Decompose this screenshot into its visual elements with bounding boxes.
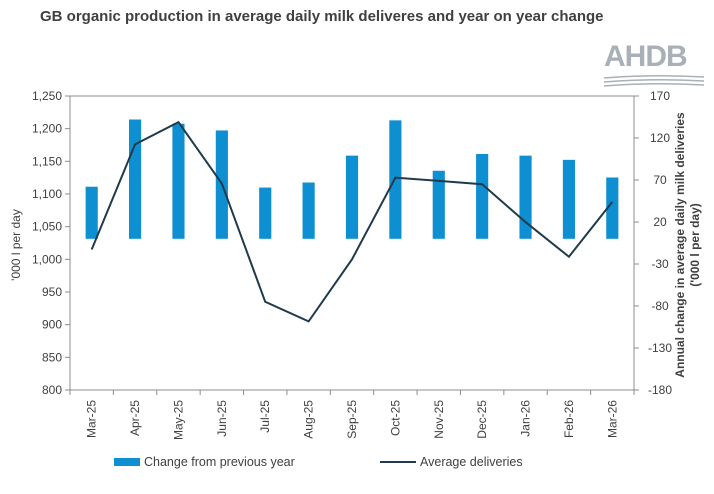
x-tick-label: Jun-25 (215, 400, 229, 437)
right-tick-label: -80 (651, 299, 669, 313)
left-tick-label: 900 (42, 318, 62, 332)
legend-label-line: Average deliveries (420, 455, 523, 469)
right-tick-label: -130 (648, 341, 672, 355)
bar-Sep-25 (345, 155, 359, 239)
plot-frame (69, 95, 635, 395)
x-tick-label: Dec-25 (475, 400, 489, 439)
left-tick-label: 800 (42, 383, 62, 397)
bar-May-25 (172, 123, 185, 239)
bar-Nov-25 (432, 170, 445, 239)
left-tick-label: 1,050 (32, 220, 62, 234)
bar-Dec-25 (476, 153, 489, 239)
bar-Feb-26 (562, 159, 575, 239)
bar-Jul-25 (259, 187, 272, 239)
right-axis-title: Annual change in average daily milk deli… (673, 112, 702, 378)
logo-wave-lines (604, 74, 704, 87)
x-tick-label: Jul-25 (258, 400, 272, 433)
chart-title: GB organic production in average daily m… (40, 8, 604, 25)
x-axis-ticks: Mar-25 Apr-25 May-25 Jun-25 Jul-25 Aug-25 Sep-… (85, 400, 620, 440)
right-tick-label: 70 (653, 173, 667, 187)
right-tick-label: -180 (648, 383, 672, 397)
plot-border (69, 95, 635, 391)
x-tick-label: Feb-26 (562, 400, 576, 438)
right-tick-label: -30 (651, 257, 669, 271)
left-tick-label: 1,250 (32, 89, 62, 103)
left-axis-ticks: 1,250 1,200 1,150 1,100 1,050 1,000 950 900 850 8… (32, 89, 70, 397)
legend-swatch-line (380, 461, 416, 463)
left-tick-label: 850 (42, 350, 62, 364)
x-tick-label: Oct-25 (388, 400, 402, 436)
ahdb-logo: AHDB (604, 40, 688, 73)
bar-Jan-26 (519, 155, 532, 239)
left-tick-label: 1,100 (32, 187, 62, 201)
bar-Mar-26 (606, 177, 619, 239)
right-axis-ticks: 170 120 70 20 -30 -80 -130 -180 (634, 89, 672, 397)
bar-Aug-25 (302, 182, 315, 239)
bar-Apr-25 (129, 119, 142, 239)
left-tick-label: 1,000 (32, 252, 62, 266)
x-tick-label: Aug-25 (302, 400, 316, 439)
line-series (90, 120, 614, 323)
left-tick-label: 950 (42, 285, 62, 299)
x-tick-label: Apr-25 (128, 400, 142, 436)
legend-label-bars: Change from previous year (144, 455, 295, 469)
right-tick-label: 120 (650, 131, 670, 145)
x-tick-label: Jan-26 (519, 400, 533, 437)
x-tick-label: Nov-25 (432, 400, 446, 439)
left-tick-label: 1,200 (32, 122, 62, 136)
left-axis-title: '000 l per day (9, 209, 23, 281)
legend-swatch-bar (114, 458, 140, 466)
x-tick-label: May-25 (171, 400, 185, 440)
legend-item-bars: Change from previous year (114, 455, 295, 469)
bar-Mar-25 (85, 186, 98, 239)
right-tick-label: 170 (650, 89, 670, 103)
x-tick-label: Sep-25 (345, 400, 359, 439)
right-tick-label: 20 (653, 215, 667, 229)
bar-series (85, 119, 619, 239)
x-tick-label: Mar-25 (85, 400, 99, 438)
x-tick-label: Mar-26 (605, 400, 619, 438)
left-tick-label: 1,150 (32, 154, 62, 168)
legend-item-line: Average deliveries (380, 455, 523, 469)
